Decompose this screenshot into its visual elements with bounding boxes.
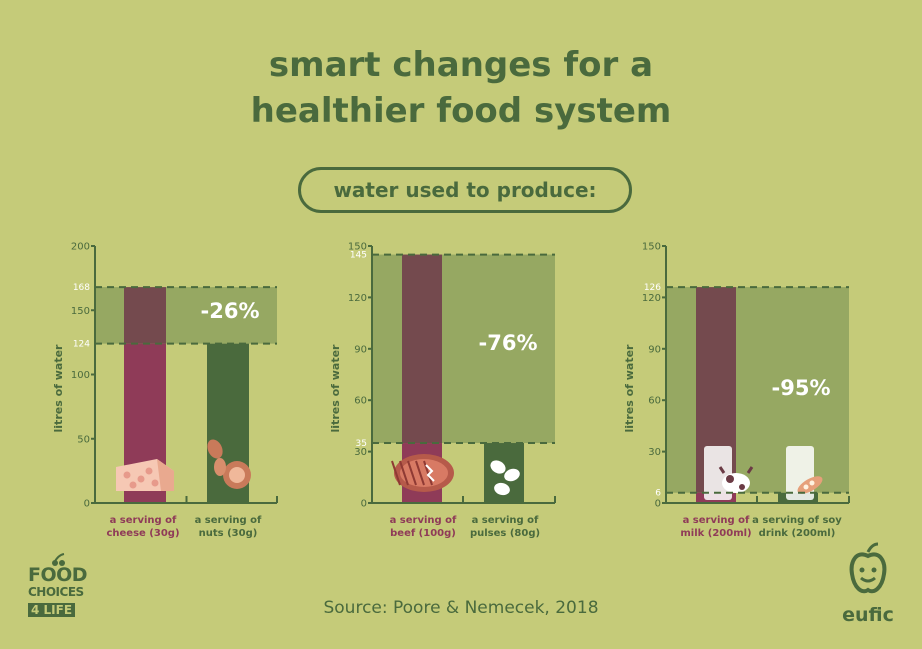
marked-value-label: 35 — [356, 439, 367, 449]
bar-overlap — [402, 254, 442, 444]
y-tick-label: 200 — [71, 242, 90, 253]
cheese-hole — [145, 467, 153, 475]
cherry-icon — [52, 553, 65, 566]
logo-line-1: FOOD — [28, 564, 88, 586]
category-label-line: a serving of — [683, 515, 750, 526]
y-tick-label: 30 — [648, 447, 661, 458]
y-tick-label: 120 — [348, 293, 367, 304]
title-line-2: healthier food system — [250, 91, 672, 131]
steak-inner — [400, 459, 448, 487]
y-tick-label: 50 — [77, 434, 90, 445]
y-tick-label: 0 — [361, 499, 367, 510]
category-label-line: a serving of soy — [752, 515, 842, 526]
y-tick-label: 30 — [354, 447, 367, 458]
y-axis-label: litres of water — [52, 344, 65, 433]
y-tick-label: 60 — [354, 396, 367, 407]
grill-line — [423, 460, 433, 486]
cheese-side — [157, 459, 174, 491]
grill-line — [407, 460, 417, 486]
category-label-line: a serving of — [195, 515, 262, 526]
marked-value-label: 126 — [644, 283, 661, 293]
y-tick-label: 0 — [655, 499, 661, 510]
chart-2: 0 30 60 90 120 150 35 145 litres of water -76% a s… — [329, 242, 556, 539]
y-tick-label: 90 — [648, 344, 661, 355]
marked-value-label: 6 — [655, 489, 661, 499]
bean — [490, 460, 506, 474]
steak-bone — [425, 464, 435, 482]
reduction-label: -95% — [772, 376, 831, 400]
category-label-line: beef (100g) — [390, 528, 456, 539]
cow-spot — [726, 475, 734, 483]
cheese-hole — [137, 475, 145, 483]
category-label-line: a serving of — [472, 515, 539, 526]
category-label: a serving of soy drink (200ml) — [752, 515, 842, 539]
cow-horns — [718, 466, 754, 474]
y-tick-label: 60 — [648, 396, 661, 407]
title-line-1: smart changes for a — [268, 45, 654, 85]
category-label-line: cheese (30g) — [106, 528, 179, 539]
grill-line — [415, 460, 425, 486]
nut-walnut-inner — [229, 467, 245, 483]
soy-bean — [809, 480, 815, 486]
y-tick-label: 150 — [71, 306, 90, 317]
logo-line-2: CHOICES — [28, 585, 84, 599]
y-tick-label: 150 — [642, 242, 661, 253]
category-label-line: nuts (30g) — [199, 528, 258, 539]
category-label-line: drink (200ml) — [759, 528, 836, 539]
y-axis-label: litres of water — [623, 344, 636, 433]
bar-overlap — [124, 287, 166, 344]
eufic-logo: eufic — [836, 542, 900, 626]
bean — [494, 482, 510, 496]
logo-line-3: 4 LIFE — [28, 603, 76, 617]
grill-line — [399, 460, 409, 486]
cheese-hole — [123, 471, 131, 479]
category-label: a serving of pulses (80g) — [470, 515, 540, 539]
y-axis-label: litres of water — [329, 344, 342, 433]
cheese-hole — [129, 481, 137, 489]
soy-bean — [803, 484, 809, 490]
chart-1: 0 50 100 150 200 124 168 litres of water -26% a s… — [52, 242, 278, 539]
apple-face-icon — [849, 542, 887, 594]
bean — [504, 468, 520, 482]
y-tick-label: 100 — [71, 370, 90, 381]
eufic-wordmark: eufic — [842, 604, 894, 626]
category-label-line: a serving of — [110, 515, 177, 526]
y-tick-label: 120 — [642, 293, 661, 304]
marked-value-label: 145 — [350, 251, 367, 261]
food-choices-logo: FOOD CHOICES 4 LIFE — [28, 553, 100, 618]
nut-almond — [207, 439, 223, 459]
reduction-label: -76% — [479, 331, 538, 355]
reduction-label: -26% — [201, 299, 260, 323]
soy-pod — [797, 476, 823, 494]
category-label: a serving of cheese (30g) — [106, 515, 179, 539]
source-citation: Source: Poore & Nemecek, 2018 — [323, 598, 599, 618]
category-label: a serving of milk (200ml) — [680, 515, 751, 539]
subtitle-pill: water used to produce: — [298, 167, 632, 213]
cow-spot — [739, 484, 745, 490]
category-label: a serving of beef (100g) — [390, 515, 457, 539]
marked-value-label: 124 — [73, 340, 90, 350]
category-label: a serving of nuts (30g) — [195, 515, 262, 539]
category-label-line: milk (200ml) — [680, 528, 751, 539]
y-tick-label: 0 — [84, 499, 90, 510]
page-title: smart changes for a healthier food syste… — [0, 42, 922, 134]
grill-line — [391, 460, 401, 486]
y-tick-label: 90 — [354, 344, 367, 355]
category-label-line: pulses (80g) — [470, 528, 540, 539]
y-tick-label: 150 — [348, 242, 367, 253]
nut-almond — [214, 458, 226, 476]
cheese-hole — [151, 479, 159, 487]
chart-3: 0 30 60 90 120 150 6 126 litres of water -95% a se… — [623, 242, 850, 539]
category-label-line: a serving of — [390, 515, 457, 526]
marked-value-label: 168 — [73, 283, 90, 293]
cow-head — [722, 473, 750, 493]
